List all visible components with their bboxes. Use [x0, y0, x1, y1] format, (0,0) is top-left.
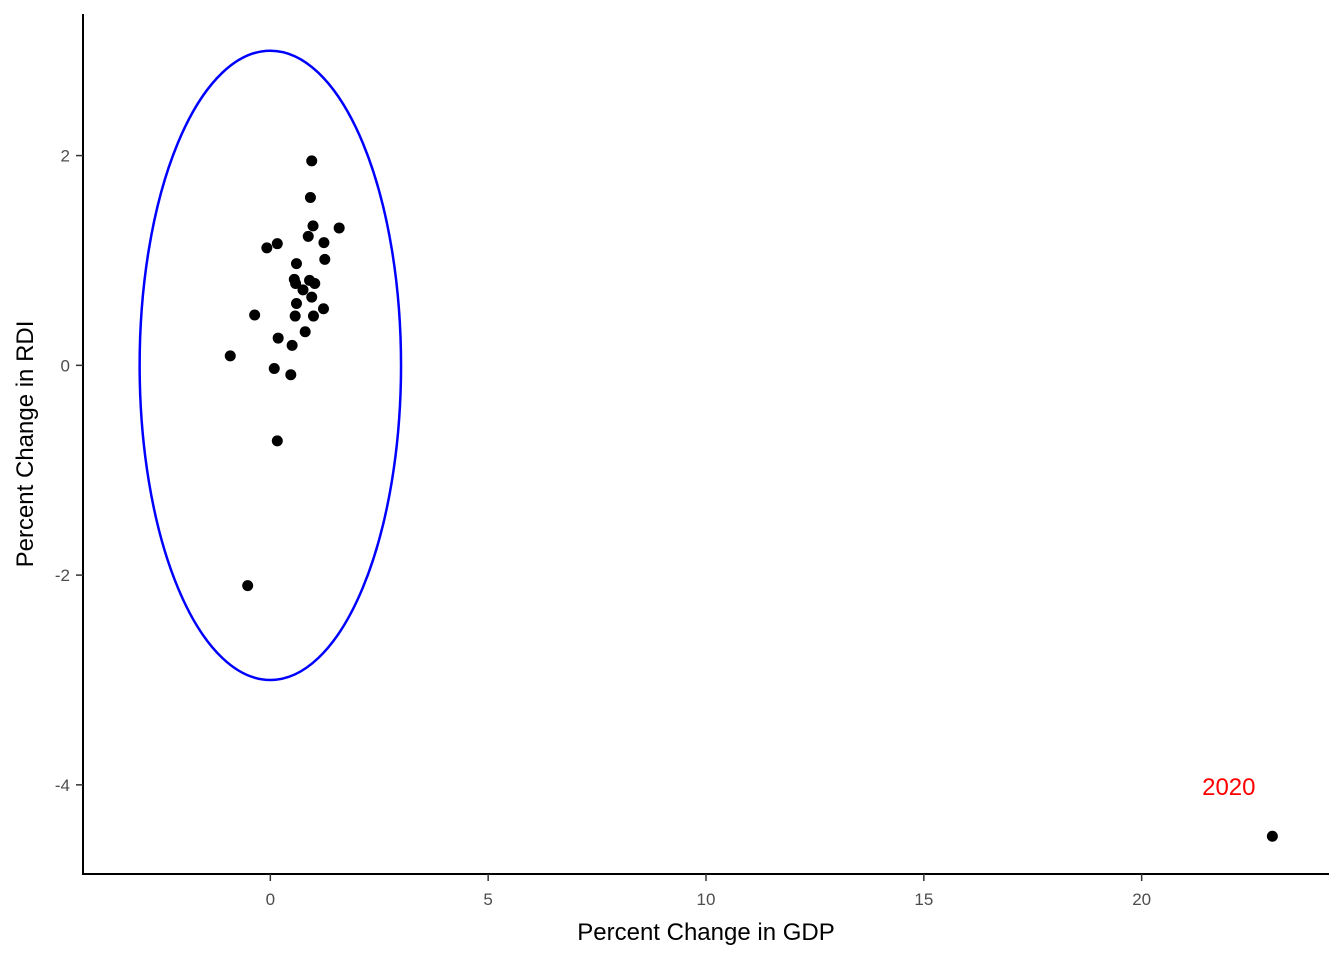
x-tick-label: 10: [697, 890, 716, 909]
data-points: [224, 155, 1278, 842]
x-tick-label: 15: [914, 890, 933, 909]
y-tick-label: 0: [61, 356, 70, 375]
data-point: [224, 350, 236, 362]
point-annotation: 2020: [1202, 774, 1255, 801]
data-point: [249, 309, 261, 321]
data-point: [286, 339, 298, 351]
data-point: [272, 332, 284, 344]
data-point: [297, 284, 309, 296]
y-axis-title: Percent Change in RDI: [12, 321, 39, 568]
data-point: [317, 303, 329, 315]
x-tick-label: 0: [266, 890, 275, 909]
y-tick-label: -2: [55, 566, 70, 585]
data-point: [242, 580, 254, 592]
y-tick-label: -4: [55, 776, 70, 795]
data-point: [289, 310, 301, 322]
data-point: [299, 326, 311, 338]
data-point: [333, 222, 345, 234]
data-point: [271, 238, 283, 250]
data-point: [304, 192, 316, 204]
confidence-ellipse: [138, 49, 403, 682]
x-tick-label: 5: [483, 890, 492, 909]
data-point: [307, 310, 319, 322]
data-point: [268, 362, 280, 374]
data-point: [285, 369, 297, 381]
data-point: [290, 258, 302, 270]
x-tick-label: 20: [1132, 890, 1151, 909]
x-axis-ticks: 0 5 10 15 20: [266, 874, 1151, 909]
data-point: [318, 237, 330, 249]
data-point: [302, 230, 314, 242]
data-point: [290, 297, 302, 309]
data-point: [290, 278, 302, 290]
data-point: [1266, 830, 1278, 842]
y-tick-label: 2: [61, 147, 70, 166]
data-point: [306, 291, 318, 303]
data-point: [309, 278, 321, 290]
data-point: [306, 155, 318, 167]
data-point: [307, 220, 319, 232]
data-point: [319, 253, 331, 265]
x-axis-title: Percent Change in GDP: [577, 919, 834, 946]
data-point: [271, 435, 283, 447]
y-axis-ticks: -4 -2 0 2: [55, 147, 83, 795]
data-point: [261, 242, 273, 254]
